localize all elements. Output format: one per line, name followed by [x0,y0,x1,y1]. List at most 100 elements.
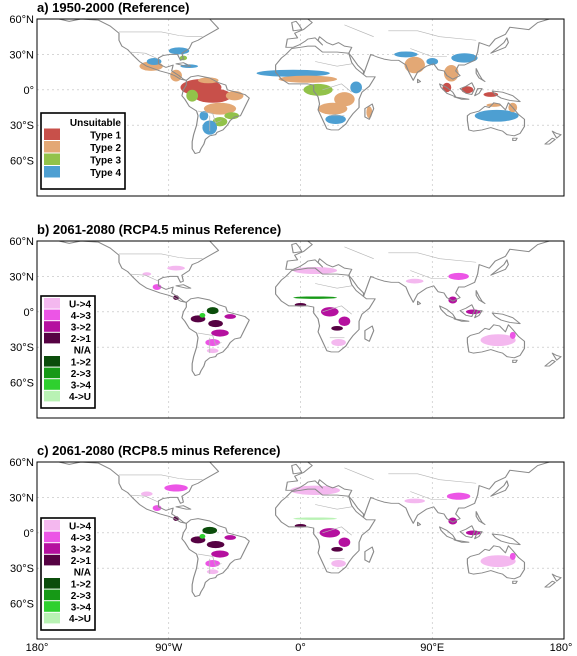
legend-swatch [44,578,60,589]
climate-patch-43 [164,484,188,492]
climate-patch-4u [293,517,338,520]
climate-patch-type2 [443,65,459,82]
legend-label: 3->2 [71,323,92,334]
map-frame [36,18,565,197]
lat-tick-label: 30°S [10,120,34,132]
climate-patch-type4 [474,109,519,122]
climate-patch-21 [206,541,225,549]
lon-tick-label: 0° [295,642,306,654]
legend-label: Type 2 [90,143,121,154]
climate-patch-32 [338,316,351,326]
climate-patch-12 [206,307,219,315]
climate-patch-34 [199,533,206,539]
legend-swatch [44,116,60,128]
climate-patch-21 [208,320,223,328]
climate-patch-type2 [318,102,348,115]
map-panel-a [37,19,564,196]
legend-label: 3->2 [71,545,92,556]
climate-patch-type3 [224,112,240,120]
legend-swatch [44,356,60,367]
map-panel-b [37,241,564,418]
lon-tick-label: 180° [550,642,573,654]
legend-swatch [44,589,60,601]
lat-tick-label: 60°S [10,378,34,390]
climate-patch-32 [448,296,458,304]
legend-swatch [44,166,60,178]
legend-swatch [44,379,60,390]
lat-tick-label: 30°S [10,342,34,354]
legend-swatch [44,367,60,379]
climate-patch-43 [152,505,162,511]
lon-tick-label: 90°E [420,642,444,654]
legend-label: 1->2 [71,579,92,590]
climate-patch-u4 [331,338,346,347]
climate-patch-21 [331,546,343,552]
legend-label: U->4 [69,521,91,532]
legend-label: 2->3 [71,591,92,602]
lat-tick-label: 0° [23,307,34,319]
climate-patch-type4 [426,57,439,66]
lat-tick-label: 0° [23,85,34,97]
climate-patch-type2 [203,102,237,115]
legend-label: 4->U [69,392,91,403]
climate-patch-32 [211,329,229,337]
climate-patch-type2 [278,75,338,83]
climate-patch-u4 [290,485,341,496]
climate-patch-type3 [303,83,333,96]
climate-patch-type4 [199,111,209,121]
legend-swatch [44,612,60,624]
legend-swatch [44,153,60,165]
legend-label: 4->3 [71,533,92,544]
climate-patch-u4 [167,265,185,271]
climate-patch-type4 [325,114,346,125]
climate-patch-type1 [193,88,232,103]
lat-tick-label: 30°N [9,49,34,61]
map-frame [36,240,565,419]
lat-tick-label: 30°S [10,563,34,575]
legend-swatch [44,344,60,355]
climate-patch-32 [224,314,237,319]
climate-patch-32 [319,528,341,538]
lat-tick-label: 60°N [9,236,34,248]
legend-label: 2->1 [71,556,92,567]
climate-patch-43 [205,338,220,347]
climate-patch-43 [509,331,516,339]
climate-patch-43 [152,284,162,290]
climate-patch-34 [199,312,206,318]
legend-swatch [44,531,60,543]
legend-label: Unsuitable [70,118,122,129]
climate-patch-32 [448,517,458,525]
legend-swatch [44,554,60,566]
climate-patch-type2 [198,77,219,84]
climate-patch-type2 [225,90,244,101]
legend-swatch [44,390,60,402]
panel-title-b: b) 2061-2080 (RCP4.5 minus Reference) [37,222,281,237]
legend-label: 4->3 [71,311,92,322]
legend-label: U->4 [69,299,91,310]
climate-patch-32 [338,537,351,547]
climate-patch-type4 [451,53,478,63]
legend-label: Type 3 [90,155,121,166]
climate-patch-type4 [146,57,162,66]
climate-patch-type3 [212,116,228,127]
legend-swatch [44,309,60,321]
climate-patch-type2 [404,56,425,74]
legend-label: Type 1 [90,130,121,141]
lon-tick-label: 180° [26,642,49,654]
lat-tick-label: 30°N [9,492,34,504]
climate-patch-type2 [334,92,355,107]
climate-patch-u4 [140,491,153,497]
panel-title-a: a) 1950-2000 (Reference) [37,0,189,15]
lat-tick-label: 30°N [9,271,34,283]
climate-patch-43 [448,272,469,280]
climate-patch-type4 [394,51,418,58]
climate-patch-type4 [350,81,362,94]
map-frame [36,461,565,640]
legend-label: 4->U [69,614,91,625]
coastlines [53,462,564,598]
climate-patch-u4 [480,555,516,568]
climate-patch-u4 [206,348,219,354]
legend-label: 2->3 [71,369,92,380]
lat-tick-label: 60°N [9,14,34,26]
